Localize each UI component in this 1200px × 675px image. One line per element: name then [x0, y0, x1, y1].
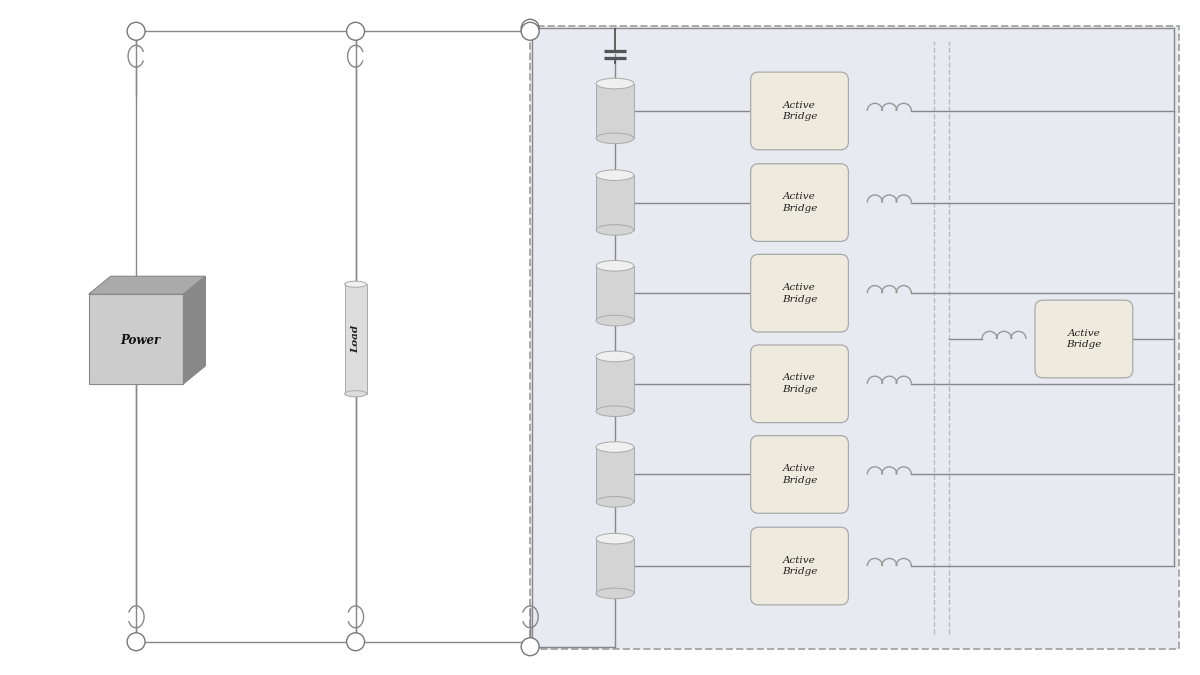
Ellipse shape [596, 225, 634, 236]
FancyBboxPatch shape [751, 527, 848, 605]
Bar [344, 284, 366, 394]
FancyBboxPatch shape [751, 164, 848, 242]
Text: Active
Bridge: Active Bridge [782, 556, 817, 576]
Bar [596, 447, 634, 502]
Text: Power: Power [120, 335, 160, 348]
Circle shape [521, 22, 539, 40]
Text: Active
Bridge: Active Bridge [782, 464, 817, 485]
Text: Active
Bridge: Active Bridge [1066, 329, 1102, 350]
Circle shape [347, 22, 365, 40]
Circle shape [521, 20, 539, 37]
Ellipse shape [596, 588, 634, 599]
Text: Active
Bridge: Active Bridge [782, 101, 817, 121]
Ellipse shape [596, 533, 634, 544]
Ellipse shape [596, 315, 634, 326]
Polygon shape [184, 276, 205, 384]
Text: Active
Bridge: Active Bridge [782, 283, 817, 304]
Bar [596, 84, 634, 138]
Ellipse shape [596, 78, 634, 89]
Polygon shape [89, 276, 205, 294]
Ellipse shape [596, 170, 634, 180]
Bar [89, 294, 184, 384]
FancyBboxPatch shape [751, 435, 848, 513]
Circle shape [127, 632, 145, 651]
Bar [596, 266, 634, 321]
Ellipse shape [596, 261, 634, 271]
FancyBboxPatch shape [751, 72, 848, 150]
Ellipse shape [596, 497, 634, 507]
Circle shape [521, 638, 539, 655]
Circle shape [127, 22, 145, 40]
FancyBboxPatch shape [1034, 300, 1133, 378]
Circle shape [347, 632, 365, 651]
Ellipse shape [596, 441, 634, 452]
Text: Active
Bridge: Active Bridge [782, 192, 817, 213]
Text: Load: Load [352, 325, 360, 353]
FancyBboxPatch shape [530, 26, 1178, 649]
Ellipse shape [344, 281, 366, 288]
Bar [596, 356, 634, 411]
Ellipse shape [596, 351, 634, 362]
Text: Active
Bridge: Active Bridge [782, 373, 817, 394]
Ellipse shape [596, 406, 634, 416]
Bar [596, 539, 634, 593]
Ellipse shape [596, 133, 634, 144]
Bar [596, 176, 634, 230]
Ellipse shape [344, 391, 366, 397]
FancyBboxPatch shape [751, 254, 848, 332]
FancyBboxPatch shape [751, 345, 848, 423]
